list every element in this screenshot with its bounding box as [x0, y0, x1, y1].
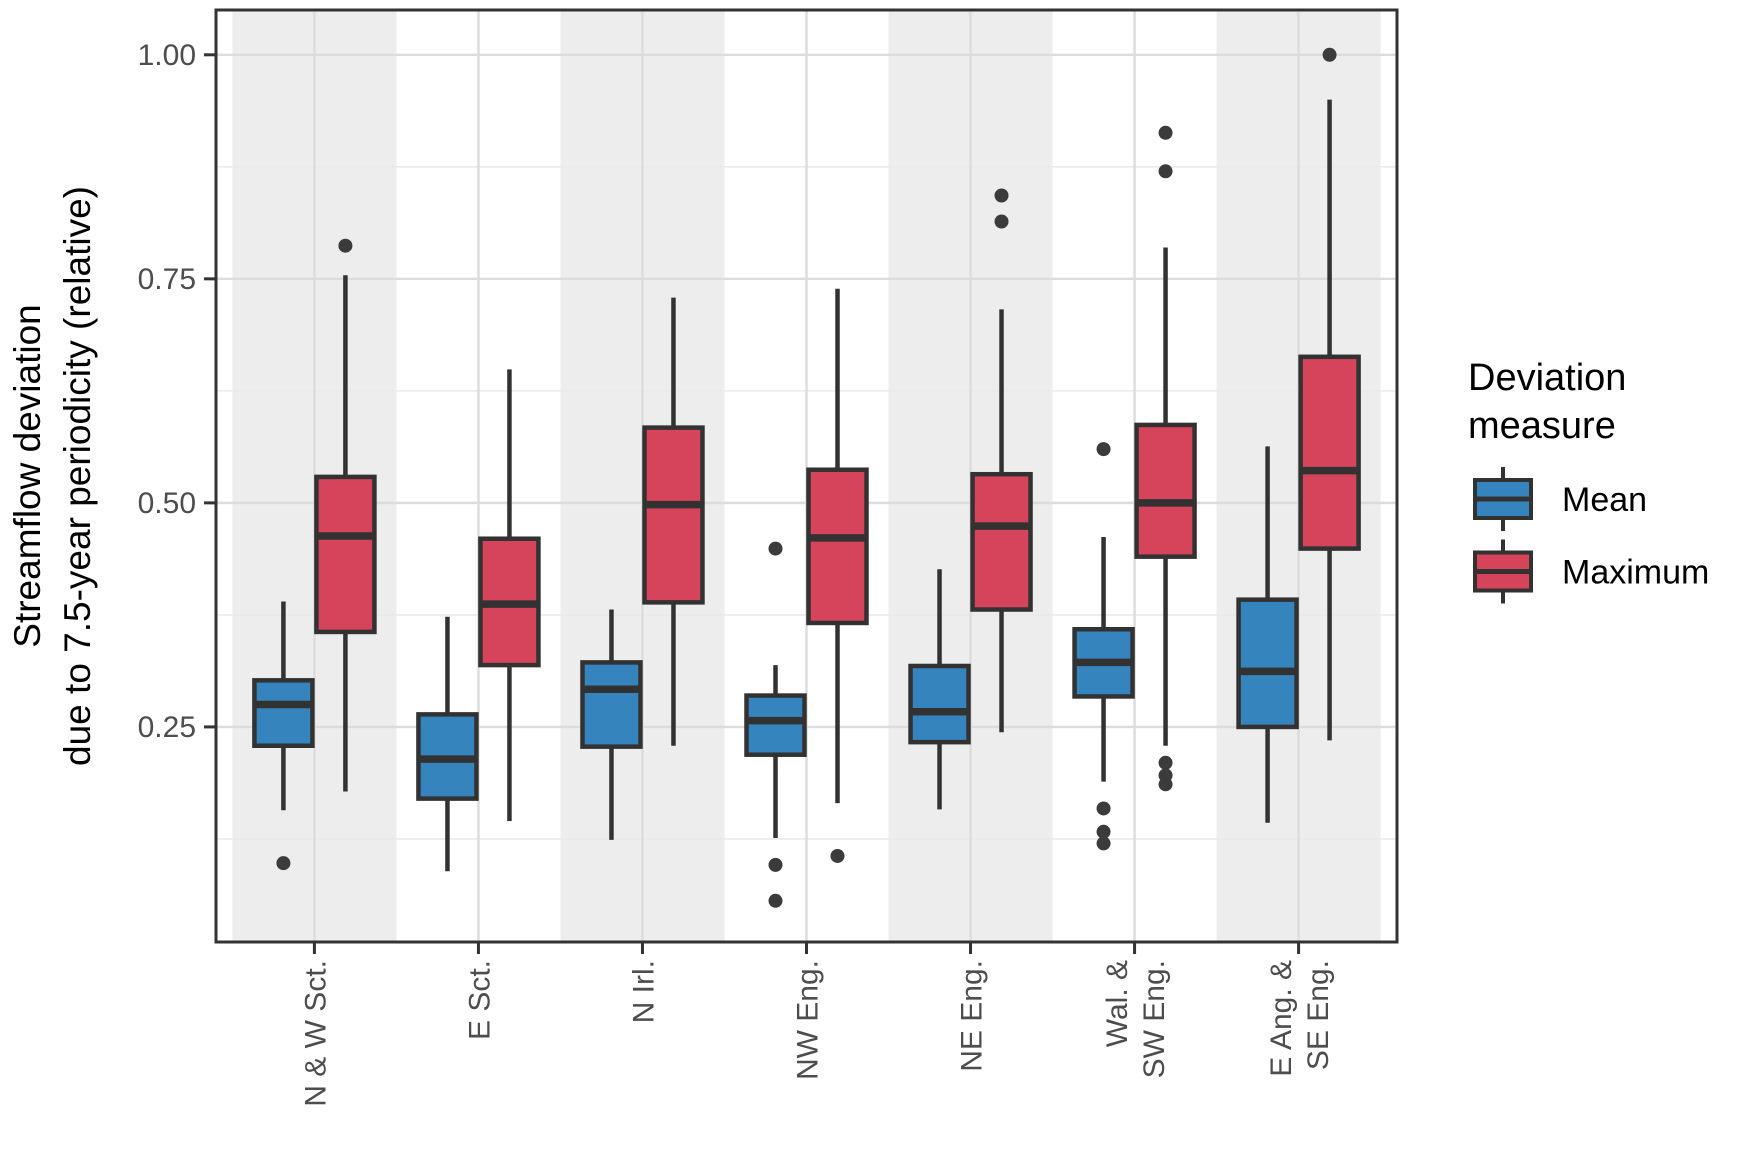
y-tick-label: 0.25 — [138, 711, 196, 744]
box-mean — [252, 678, 315, 748]
box-mean — [744, 693, 807, 757]
box-maximum — [642, 425, 705, 605]
box-maximum — [314, 474, 377, 635]
x-tick-label: SE Eng. — [1302, 960, 1335, 1070]
outlier-dot-maximum — [994, 214, 1009, 229]
x-tick-label: NW Eng. — [792, 960, 825, 1080]
x-tick-label: SW Eng. — [1138, 960, 1171, 1078]
box-maximum — [1298, 354, 1361, 551]
box-maximum — [806, 467, 869, 626]
outlier-dot-maximum — [1322, 47, 1337, 62]
x-tick-label: N & W Sct. — [299, 960, 332, 1107]
box-maximum — [970, 471, 1033, 612]
outlier-dot-mean — [1096, 824, 1111, 839]
outlier-dot-mean — [768, 893, 783, 908]
outlier-dot-maximum — [1158, 777, 1173, 792]
legend-title: measure — [1468, 405, 1616, 447]
y-tick-label: 0.50 — [138, 487, 196, 520]
y-tick-label: 1.00 — [138, 39, 196, 72]
outlier-dot-maximum — [830, 848, 845, 863]
outlier-dot-mean — [768, 541, 783, 556]
x-tick-label: Wal. & — [1101, 960, 1134, 1047]
outlier-dot-maximum — [1158, 125, 1173, 140]
legend-title: Deviation — [1468, 357, 1626, 399]
outlier-dot-mean — [276, 856, 291, 871]
box-mean — [580, 660, 643, 749]
legend-label-mean: Mean — [1562, 481, 1647, 519]
outlier-dot-maximum — [994, 188, 1009, 203]
x-tick-label: NE Eng. — [956, 960, 989, 1072]
outlier-dot-maximum — [338, 238, 353, 253]
outlier-dot-mean — [1096, 836, 1111, 851]
outlier-dot-mean — [768, 857, 783, 872]
x-tick-label: E Sct. — [463, 960, 496, 1040]
box-mean — [908, 663, 971, 745]
outlier-dot-mean — [1096, 801, 1111, 816]
y-tick-label: 0.75 — [138, 263, 196, 296]
outlier-dot-mean — [1096, 442, 1111, 457]
outlier-dot-maximum — [1158, 755, 1173, 770]
x-tick-label: N Irl. — [627, 960, 660, 1023]
y-axis-title: Streamflow deviation — [7, 304, 48, 647]
x-tick-label: E Ang. & — [1265, 960, 1298, 1077]
outlier-dot-maximum — [1158, 164, 1173, 179]
box-mean — [1236, 597, 1299, 730]
y-axis-title: due to 7.5-year periodicity (relative) — [57, 186, 98, 766]
box-maximum — [1134, 422, 1197, 559]
legend-label-maximum: Maximum — [1562, 554, 1709, 592]
